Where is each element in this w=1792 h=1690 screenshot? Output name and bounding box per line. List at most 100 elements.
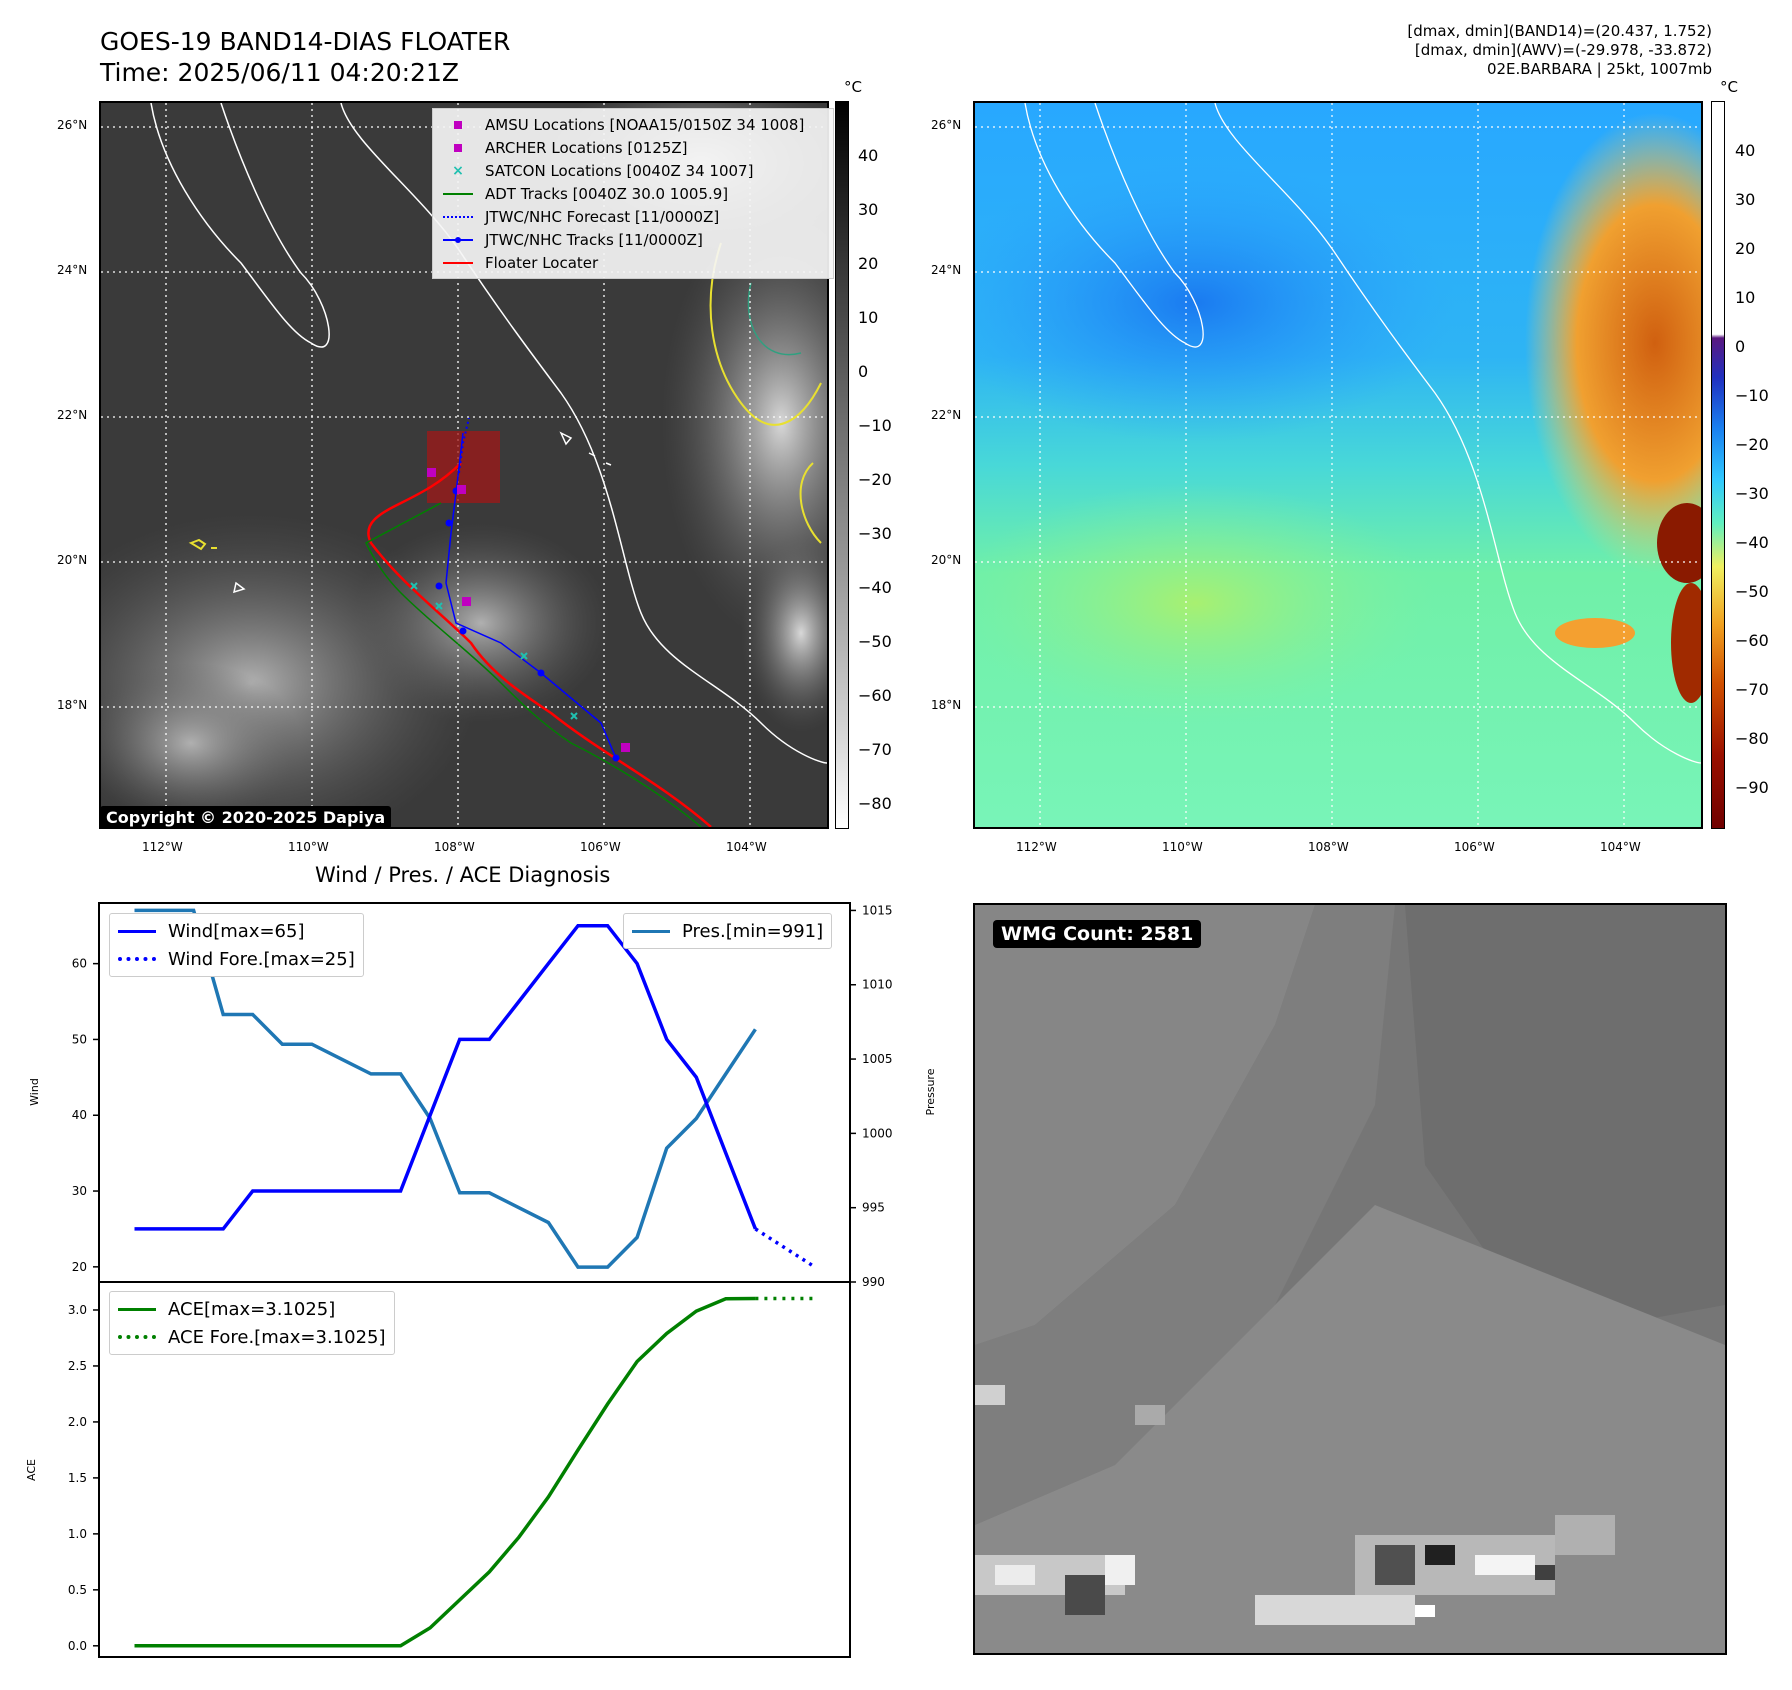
wind-ticks: 20 30 40 50 60 bbox=[72, 957, 99, 1274]
pressure-tick-label: 1000 bbox=[862, 1126, 893, 1140]
wind-series-line bbox=[134, 923, 758, 1231]
ace-tick-label: 0.5 bbox=[68, 1583, 87, 1597]
lon-label: 108°W bbox=[434, 840, 475, 854]
pressure-tick-label: 1010 bbox=[862, 978, 893, 992]
colorbar-tick: 40 bbox=[858, 146, 879, 165]
cloud-mass-southeast bbox=[741, 533, 827, 733]
legend-entry-jtwc-forecast: JTWC/NHC Forecast [11/0000Z] bbox=[441, 205, 825, 228]
wind-axis-label: Wind bbox=[28, 1078, 41, 1106]
legend-entry-ace-fore: ACE Fore.[max=3.1025] bbox=[118, 1323, 386, 1351]
solid-line-icon bbox=[118, 929, 156, 933]
awv-colorbar bbox=[1711, 101, 1725, 829]
colorbar-tick: −40 bbox=[1735, 533, 1769, 552]
awv-moist-region bbox=[975, 483, 1435, 723]
lon-label: 112°W bbox=[1016, 840, 1057, 854]
pressure-tick-label: 1005 bbox=[862, 1052, 893, 1066]
adt-track bbox=[365, 502, 702, 827]
wind-forecast-line bbox=[754, 1227, 816, 1269]
legend-entry-floater: Floater Locater bbox=[441, 251, 825, 274]
wmg-image-svg bbox=[975, 905, 1725, 1653]
legend-label: Floater Locater bbox=[485, 253, 599, 272]
ir-map-legend: AMSU Locations [NOAA15/0150Z 34 1008] AR… bbox=[432, 108, 834, 279]
ace-lines bbox=[134, 1296, 815, 1648]
legend-label: AMSU Locations [NOAA15/0150Z 34 1008] bbox=[485, 115, 805, 134]
ace-tick-label: 1.5 bbox=[68, 1471, 87, 1485]
wind-tick-label: 60 bbox=[72, 957, 87, 971]
jtwc-forecast bbox=[458, 417, 470, 474]
dotted-line-icon bbox=[118, 957, 156, 961]
wmg-count-badge: WMG Count: 2581 bbox=[993, 920, 1202, 948]
colorbar-tick: −30 bbox=[858, 524, 892, 543]
wmg-region-mid bbox=[975, 905, 1395, 1525]
lat-label: 24°N bbox=[57, 263, 88, 277]
colorbar-tick: −60 bbox=[858, 686, 892, 705]
pressure-axis-label: Pressure bbox=[924, 1068, 937, 1115]
lon-label: 104°W bbox=[1600, 840, 1641, 854]
wind-tick-label: 20 bbox=[72, 1260, 87, 1274]
dotted-line-icon bbox=[441, 211, 475, 223]
colorbar-tick: −50 bbox=[1735, 582, 1769, 601]
legend-entry-satcon: × SATCON Locations [0040Z 34 1007] bbox=[441, 159, 825, 182]
cloud-mass-south bbox=[101, 663, 301, 823]
colorbar-tick: −20 bbox=[858, 470, 892, 489]
awv-map-svg bbox=[975, 103, 1701, 827]
ace-tick-label: 0.0 bbox=[68, 1639, 87, 1653]
info-line-1: [dmax, dmin](BAND14)=(20.437, 1.752) bbox=[1407, 22, 1712, 40]
legend-label: SATCON Locations [0040Z 34 1007] bbox=[485, 161, 754, 180]
ace-tick-label: 1.0 bbox=[68, 1527, 87, 1541]
ace-ticks: 0.0 0.5 1.0 1.5 2.0 2.5 3.0 bbox=[68, 1303, 99, 1653]
legend-label: ADT Tracks [0040Z 30.0 1005.9] bbox=[485, 184, 729, 203]
colorbar-tick: −90 bbox=[1735, 778, 1769, 797]
legend-label: JTWC/NHC Forecast [11/0000Z] bbox=[485, 207, 720, 226]
line-icon bbox=[441, 188, 475, 200]
lat-label: 26°N bbox=[57, 118, 88, 132]
legend-label: ACE Fore.[max=3.1025] bbox=[168, 1326, 386, 1348]
colorbar-tick: −80 bbox=[1735, 729, 1769, 748]
wind-tick-label: 50 bbox=[72, 1032, 87, 1046]
baja-coastline bbox=[150, 103, 330, 348]
awv-map-gridlines bbox=[975, 103, 1701, 827]
ace-tick-label: 3.0 bbox=[68, 1303, 87, 1317]
ace-tick-label: 2.5 bbox=[68, 1359, 87, 1373]
legend-label: ARCHER Locations [0125Z] bbox=[485, 138, 688, 157]
colorbar-tick: −40 bbox=[858, 578, 892, 597]
colorbar-tick: 0 bbox=[1735, 337, 1746, 356]
square-marker-icon bbox=[441, 119, 475, 131]
lon-label: 110°W bbox=[1162, 840, 1203, 854]
contour-green-east bbox=[747, 282, 802, 356]
pressure-ticks: 990 995 1000 1005 1010 1015 bbox=[850, 903, 893, 1289]
lon-label: 108°W bbox=[1308, 840, 1349, 854]
colorbar-tick: −60 bbox=[1735, 631, 1769, 650]
square-marker-icon bbox=[441, 142, 475, 154]
solid-line-icon bbox=[118, 1307, 156, 1311]
legend-entry-jtwc-tracks: JTWC/NHC Tracks [11/0000Z] bbox=[441, 228, 825, 251]
colorbar-tick: 10 bbox=[858, 308, 879, 327]
awv-colorbar-unit: °C bbox=[1720, 78, 1738, 96]
diagnosis-title: Wind / Pres. / ACE Diagnosis bbox=[315, 863, 611, 887]
colorbar-tick: −70 bbox=[858, 740, 892, 759]
colorbar-tick: −10 bbox=[858, 416, 892, 435]
lat-label: 20°N bbox=[931, 553, 962, 567]
wmg-region-light bbox=[975, 905, 1315, 1345]
legend-label: Pres.[min=991] bbox=[682, 920, 824, 942]
ir-colorbar-unit: °C bbox=[844, 78, 862, 96]
legend-label: ACE[max=3.1025] bbox=[168, 1298, 336, 1320]
colorbar-tick: 30 bbox=[1735, 190, 1756, 209]
legend-entry-ace: ACE[max=3.1025] bbox=[118, 1295, 386, 1323]
colorbar-tick: 0 bbox=[858, 362, 869, 381]
lat-label: 22°N bbox=[57, 408, 88, 422]
dotted-line-icon bbox=[118, 1335, 156, 1339]
lat-label: 18°N bbox=[57, 698, 88, 712]
colorbar-tick: −30 bbox=[1735, 484, 1769, 503]
legend-entry-archer: ARCHER Locations [0125Z] bbox=[441, 136, 825, 159]
lon-label: 110°W bbox=[288, 840, 329, 854]
x-marker-icon: × bbox=[452, 162, 464, 179]
line-dot-icon bbox=[441, 234, 475, 246]
lat-label: 24°N bbox=[931, 263, 962, 277]
wind-tick-label: 30 bbox=[72, 1184, 87, 1198]
legend-label: Wind[max=65] bbox=[168, 920, 305, 942]
colorbar-tick: 20 bbox=[1735, 239, 1756, 258]
awv-hot-core-1 bbox=[1657, 503, 1701, 583]
title-line-2: Time: 2025/06/11 04:20:21Z bbox=[100, 58, 459, 87]
info-block: [dmax, dmin](BAND14)=(20.437, 1.752) [dm… bbox=[1407, 22, 1712, 79]
